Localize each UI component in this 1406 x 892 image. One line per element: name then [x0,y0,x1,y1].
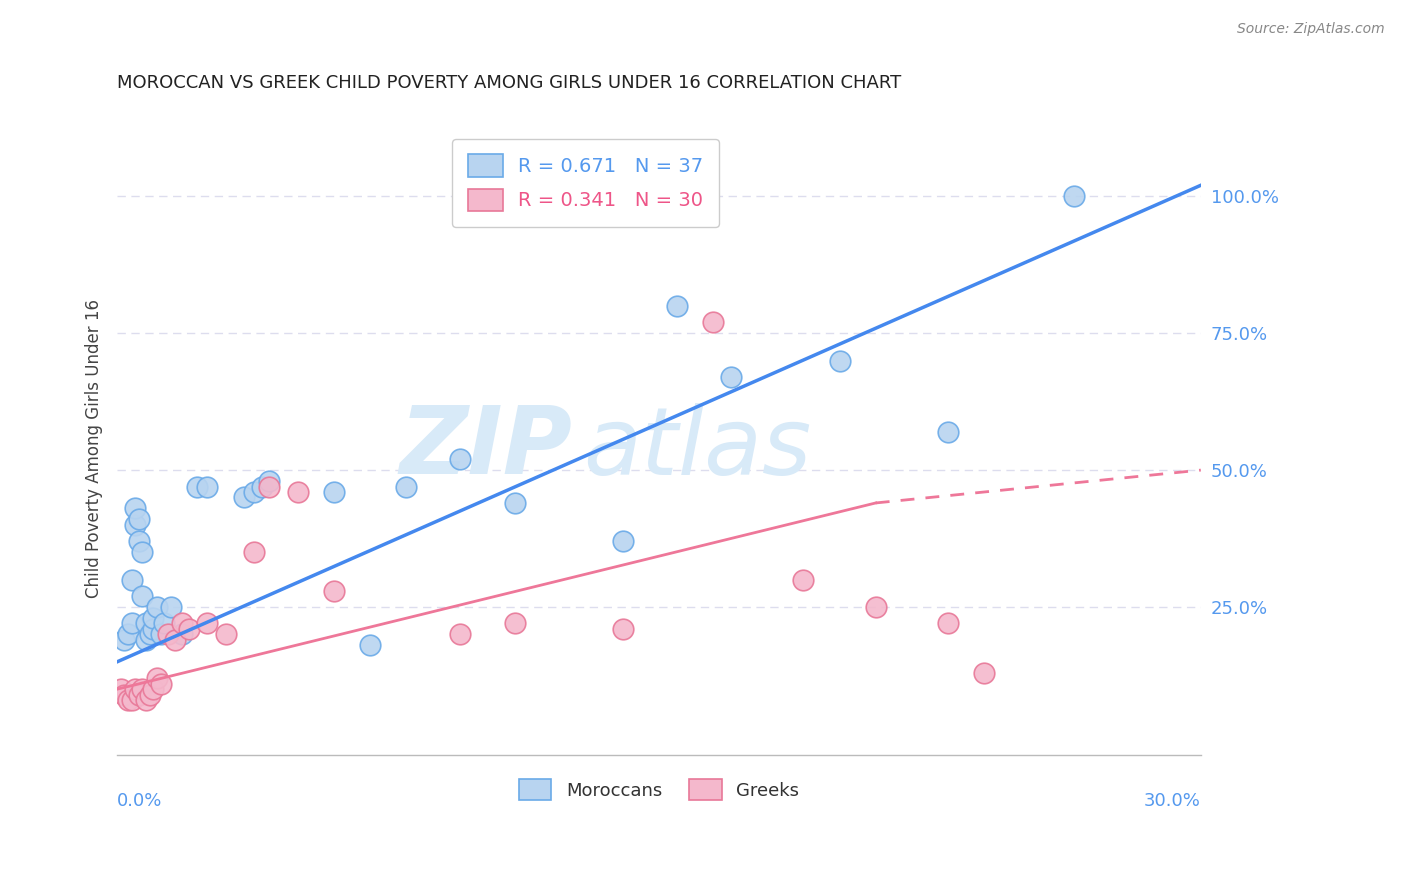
Text: MOROCCAN VS GREEK CHILD POVERTY AMONG GIRLS UNDER 16 CORRELATION CHART: MOROCCAN VS GREEK CHILD POVERTY AMONG GI… [117,74,901,93]
Point [395,479,418,493]
Point [250,479,273,493]
Point [149,627,172,641]
Point [135,632,157,647]
Point [121,573,143,587]
Point [135,616,157,631]
Point [214,627,236,641]
Point [117,627,139,641]
Point [1063,189,1085,203]
Point [720,370,742,384]
Point [138,688,160,702]
Point [128,688,150,702]
Point [149,676,172,690]
Point [243,545,266,559]
Point [179,622,201,636]
Point [142,622,165,636]
Text: Source: ZipAtlas.com: Source: ZipAtlas.com [1237,22,1385,37]
Point [131,545,153,559]
Point [973,665,995,680]
Point [936,616,959,631]
Point [257,474,280,488]
Point [117,693,139,707]
Point [197,479,219,493]
Point [792,573,814,587]
Point [612,622,634,636]
Point [142,611,165,625]
Text: 30.0%: 30.0% [1144,792,1201,810]
Point [135,693,157,707]
Point [153,616,176,631]
Point [322,485,344,500]
Point [503,496,526,510]
Point [110,682,132,697]
Point [131,682,153,697]
Point [156,627,179,641]
Point [146,671,169,685]
Point [936,425,959,439]
Point [121,693,143,707]
Point [124,682,146,697]
Point [128,534,150,549]
Point [146,600,169,615]
Point [197,616,219,631]
Point [124,517,146,532]
Point [865,600,887,615]
Point [124,501,146,516]
Point [121,616,143,631]
Point [243,485,266,500]
Point [287,485,309,500]
Point [449,452,471,467]
Point [503,616,526,631]
Point [257,479,280,493]
Text: ZIP: ZIP [399,402,572,494]
Point [186,479,208,493]
Point [702,315,724,329]
Point [112,632,135,647]
Point [322,583,344,598]
Point [612,534,634,549]
Point [138,627,160,641]
Point [131,589,153,603]
Point [449,627,471,641]
Point [232,491,254,505]
Point [666,299,689,313]
Point [172,627,194,641]
Point [163,632,186,647]
Point [172,616,194,631]
Y-axis label: Child Poverty Among Girls Under 16: Child Poverty Among Girls Under 16 [86,299,103,598]
Point [160,600,183,615]
Point [828,353,851,368]
Point [128,512,150,526]
Point [112,688,135,702]
Text: atlas: atlas [583,402,811,493]
Point [142,682,165,697]
Text: 0.0%: 0.0% [117,792,163,810]
Legend: Moroccans, Greeks: Moroccans, Greeks [512,772,806,807]
Point [359,638,381,652]
